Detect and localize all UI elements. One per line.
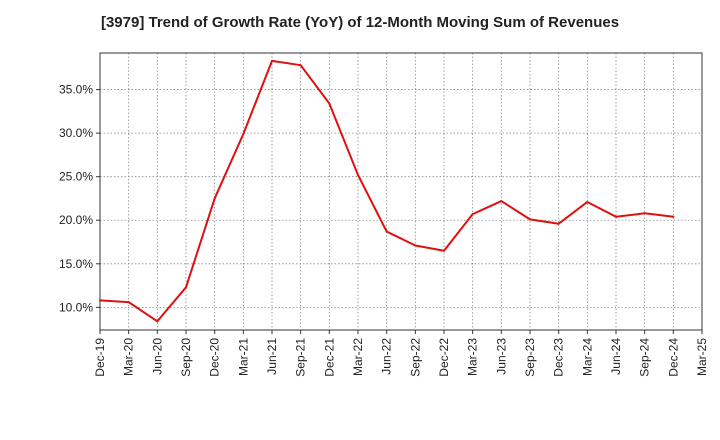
data-point xyxy=(672,215,675,218)
x-tick-label: Mar-24 xyxy=(580,338,594,376)
x-tick-label: Mar-25 xyxy=(695,338,709,376)
y-tick-label: 10.0% xyxy=(59,300,93,314)
x-tick-label: Sep-23 xyxy=(523,338,537,377)
x-tick-label: Sep-21 xyxy=(294,338,308,377)
grid-lines xyxy=(100,53,702,330)
x-tick-label: Dec-22 xyxy=(437,338,451,377)
chart-title: [3979] Trend of Growth Rate (YoY) of 12-… xyxy=(100,14,620,31)
x-tick-label: Dec-20 xyxy=(208,338,222,377)
plot-area-border xyxy=(99,52,703,331)
series-points xyxy=(99,59,675,323)
data-point xyxy=(271,59,273,62)
x-axis: Dec-19 Mar-20 Jun-20 Sep-20 Dec-20 Mar-21 Jun-… xyxy=(93,330,709,377)
data-point xyxy=(328,102,331,105)
x-tick-label: Sep-24 xyxy=(638,338,652,377)
data-point xyxy=(185,286,187,289)
data-point xyxy=(127,301,130,304)
data-point xyxy=(99,299,101,302)
data-point xyxy=(529,218,531,221)
data-point xyxy=(242,133,245,136)
y-tick-label: 20.0% xyxy=(59,213,93,227)
y-tick-label: 25.0% xyxy=(59,170,93,184)
x-tick-label: Jun-21 xyxy=(265,338,279,375)
x-tick-label: Jun-23 xyxy=(494,338,508,375)
x-tick-label: Mar-23 xyxy=(466,338,480,376)
x-tick-label: Dec-21 xyxy=(322,338,336,377)
x-tick-label: Dec-24 xyxy=(666,338,680,377)
y-axis: 10.0% 15.0% 20.0% 25.0% 30.0% 35.0% xyxy=(59,83,100,314)
data-point xyxy=(357,173,359,176)
y-tick-label: 35.0% xyxy=(59,83,93,97)
data-point xyxy=(443,249,445,252)
x-tick-label: Mar-21 xyxy=(236,338,250,376)
y-tick-label: 15.0% xyxy=(59,257,93,271)
data-point xyxy=(156,320,159,323)
x-tick-label: Jun-24 xyxy=(609,338,623,375)
data-point xyxy=(385,230,388,233)
x-tick-label: Sep-22 xyxy=(408,338,422,377)
data-point xyxy=(586,200,589,203)
y-tick-label: 30.0% xyxy=(59,126,93,140)
x-tick-label: Dec-23 xyxy=(552,338,566,377)
data-point xyxy=(299,64,302,67)
x-tick-label: Mar-22 xyxy=(351,338,365,376)
data-point xyxy=(213,197,216,200)
data-point xyxy=(500,200,503,203)
data-point xyxy=(414,244,417,247)
data-point xyxy=(557,222,560,225)
data-point xyxy=(615,215,617,218)
x-tick-label: Dec-19 xyxy=(93,338,107,377)
x-tick-label: Jun-20 xyxy=(150,338,164,375)
data-point xyxy=(643,212,646,215)
x-tick-label: Mar-20 xyxy=(122,338,136,376)
x-tick-label: Jun-22 xyxy=(380,338,394,375)
data-point xyxy=(471,213,474,216)
x-tick-label: Sep-20 xyxy=(179,338,193,377)
